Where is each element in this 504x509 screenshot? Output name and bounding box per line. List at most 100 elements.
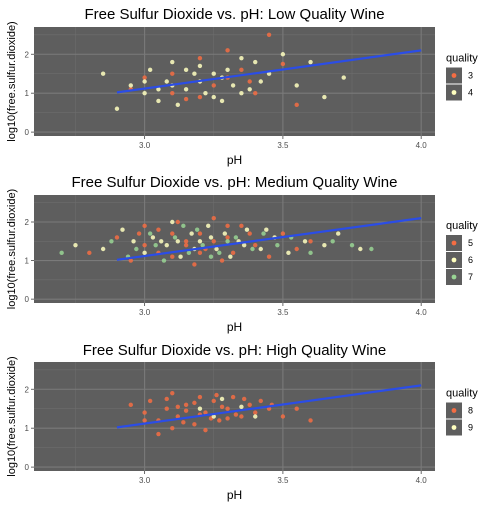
data-point: [142, 242, 147, 248]
data-point: [109, 239, 114, 244]
data-point: [264, 227, 269, 232]
x-axis-label: pH: [227, 488, 242, 502]
trend-line: [116, 217, 422, 261]
chart-panel-3: Free Sulfur Dioxide vs. pH: High Quality…: [6, 342, 478, 502]
y-tick-label: 2: [25, 385, 30, 394]
data-point: [197, 231, 203, 236]
data-point: [219, 396, 225, 402]
data-point: [247, 79, 252, 84]
data-point: [197, 250, 203, 256]
chart-title: Free Sulfur Dioxide vs. pH: High Quality…: [83, 342, 386, 359]
data-point: [247, 87, 252, 92]
data-point: [258, 398, 263, 404]
data-point: [100, 71, 106, 76]
data-point: [197, 239, 203, 244]
data-point: [170, 90, 175, 96]
data-point: [286, 250, 291, 256]
data-point: [253, 414, 258, 419]
series-8-points: [128, 390, 313, 437]
data-point: [349, 242, 355, 248]
y-tick-label: 1: [25, 424, 30, 433]
data-point: [225, 235, 230, 240]
series-9-points: [197, 396, 258, 419]
data-point: [266, 32, 272, 37]
data-point: [197, 94, 203, 100]
data-point: [197, 406, 203, 411]
data-point: [219, 98, 225, 104]
data-point: [247, 402, 252, 408]
data-point: [203, 90, 208, 96]
data-point: [233, 235, 239, 240]
x-tick-label: 3.5: [277, 476, 289, 485]
data-point: [261, 231, 266, 236]
data-point: [225, 223, 230, 229]
data-point: [322, 242, 327, 248]
data-point: [170, 219, 175, 225]
data-point: [211, 398, 216, 404]
data-point: [156, 98, 161, 104]
plot-panel: [34, 195, 435, 303]
legend-label: 6: [468, 255, 473, 265]
legend-title: quality: [446, 220, 478, 232]
data-point: [172, 235, 178, 240]
data-point: [239, 55, 244, 61]
data-point: [241, 242, 247, 248]
legend-label: 3: [468, 71, 473, 81]
data-point: [294, 406, 299, 411]
data-point: [239, 223, 244, 229]
data-point: [280, 61, 286, 67]
legend-key-point: [451, 425, 457, 430]
data-point: [253, 59, 258, 65]
data-point: [142, 418, 147, 423]
data-point: [225, 416, 230, 421]
data-point: [183, 239, 189, 244]
data-point: [239, 90, 244, 96]
data-point: [208, 235, 214, 240]
x-tick-label: 4.0: [416, 476, 428, 485]
data-point: [211, 94, 216, 100]
series-5-points: [87, 215, 313, 267]
data-point: [230, 83, 236, 88]
data-point: [147, 231, 153, 236]
data-point: [258, 79, 263, 84]
x-axis-label: pH: [227, 320, 242, 334]
data-point: [258, 246, 263, 252]
data-point: [142, 90, 147, 96]
data-point: [369, 246, 374, 252]
data-point: [175, 219, 181, 225]
data-point: [211, 83, 216, 88]
data-point: [211, 71, 216, 76]
data-point: [225, 406, 230, 411]
legend-label: 9: [468, 423, 473, 433]
y-tick-label: 0: [25, 295, 30, 304]
data-point: [120, 227, 125, 232]
data-point: [142, 223, 147, 229]
legend-label: 5: [468, 238, 473, 248]
data-point: [217, 250, 222, 256]
chart-panel-2: Free Sulfur Dioxide vs. pH: Medium Quali…: [6, 174, 478, 334]
data-point: [336, 231, 341, 236]
data-point: [358, 246, 363, 252]
data-point: [159, 239, 164, 244]
legend-key-point: [451, 73, 457, 78]
legend-label: 8: [468, 406, 473, 416]
data-point: [183, 242, 189, 248]
y-axis-label: log10(free.sulfur.dioxide): [6, 21, 18, 141]
data-point: [170, 390, 175, 396]
data-point: [214, 392, 219, 398]
data-point: [222, 231, 228, 236]
data-point: [308, 418, 313, 423]
data-point: [253, 90, 258, 96]
data-point: [197, 394, 203, 400]
data-point: [175, 239, 181, 244]
data-point: [181, 420, 186, 425]
data-point: [164, 396, 169, 402]
data-point: [253, 242, 258, 248]
legend-key-point: [451, 274, 457, 280]
data-point: [241, 396, 247, 402]
legend-key-point: [451, 90, 457, 95]
data-point: [225, 67, 230, 73]
data-point: [280, 52, 286, 57]
plot-panel: [34, 362, 435, 471]
